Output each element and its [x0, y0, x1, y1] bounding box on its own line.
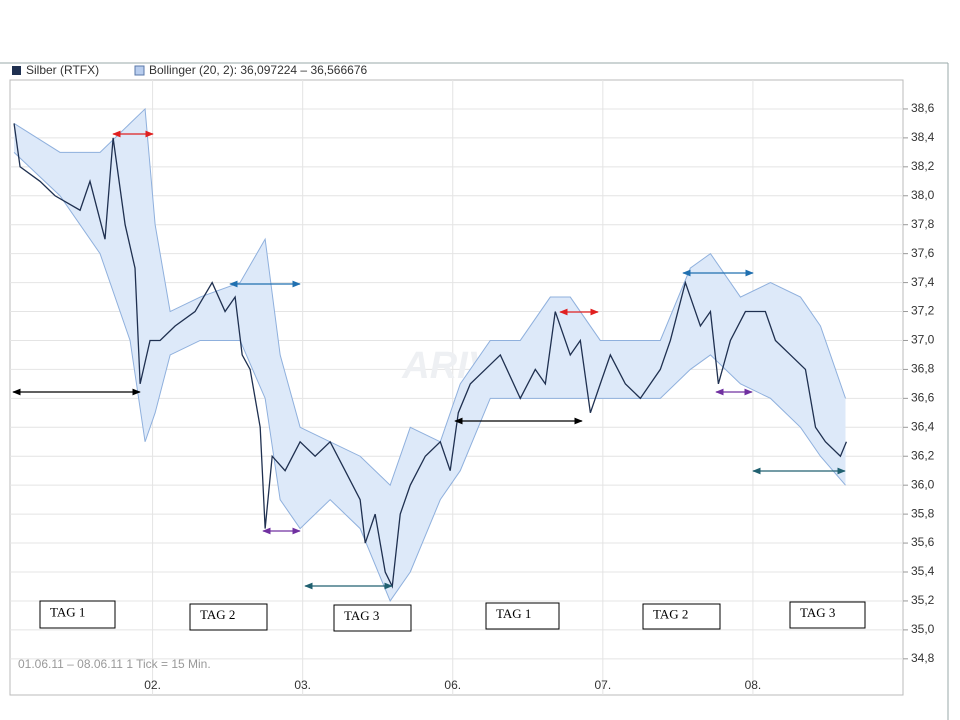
legend-swatch — [12, 66, 21, 75]
x-tick-label: 07. — [594, 678, 611, 692]
y-tick-label: 36,8 — [911, 362, 935, 376]
x-tick-label: 03. — [294, 678, 311, 692]
y-tick-label: 34,8 — [911, 651, 935, 665]
x-tick-label: 08. — [745, 678, 762, 692]
tag-label: TAG 1 — [50, 604, 85, 619]
y-tick-label: 37,4 — [911, 275, 935, 289]
tag-box — [189, 603, 268, 631]
y-tick-label: 36,0 — [911, 477, 935, 491]
x-tick-label: 02. — [144, 678, 161, 692]
y-tick-label: 37,6 — [911, 246, 935, 260]
y-tick-label: 37,0 — [911, 333, 935, 347]
tag-box — [39, 600, 116, 629]
band-upper — [13, 107, 846, 487]
arrows — [12, 130, 846, 590]
y-tick-label: 35,6 — [911, 535, 935, 549]
y-tick-label: 35,8 — [911, 506, 935, 520]
y-tick-label: 35,4 — [911, 564, 935, 578]
tag-label: TAG 2 — [200, 607, 235, 622]
tag-label: TAG 3 — [800, 605, 835, 620]
y-tick-label: 37,2 — [911, 304, 935, 318]
tag-label: TAG 1 — [496, 606, 531, 621]
y-tick-label: 35,2 — [911, 593, 935, 607]
legend-label: Silber (RTFX) — [26, 63, 99, 77]
tag-box — [789, 601, 866, 629]
tag-box — [333, 604, 412, 632]
y-tick-label: 38,2 — [911, 159, 935, 173]
y-tick-label: 38,4 — [911, 130, 935, 144]
price-line — [13, 123, 848, 589]
tag-label: TAG 2 — [653, 606, 688, 621]
legend-swatch — [134, 65, 145, 76]
y-tick-label: 36,2 — [911, 448, 935, 462]
y-tick-label: 38,6 — [911, 101, 935, 115]
tag-label: TAG 3 — [344, 608, 379, 623]
y-tick-label: 36,6 — [911, 391, 935, 405]
footnote: 01.06.11 – 08.06.11 1 Tick = 15 Min. — [18, 657, 211, 671]
tag-box — [642, 603, 721, 630]
bollinger-band — [14, 108, 846, 601]
y-tick-label: 37,8 — [911, 217, 935, 231]
band-lower — [13, 151, 846, 602]
x-tick-label: 06. — [444, 678, 461, 692]
tag-box — [485, 602, 560, 630]
legend-label: Bollinger (20, 2): 36,097224 – 36,566676 — [149, 63, 367, 77]
y-tick-label: 38,0 — [911, 188, 935, 202]
y-tick-label: 35,0 — [911, 622, 935, 636]
y-tick-label: 36,4 — [911, 419, 935, 433]
